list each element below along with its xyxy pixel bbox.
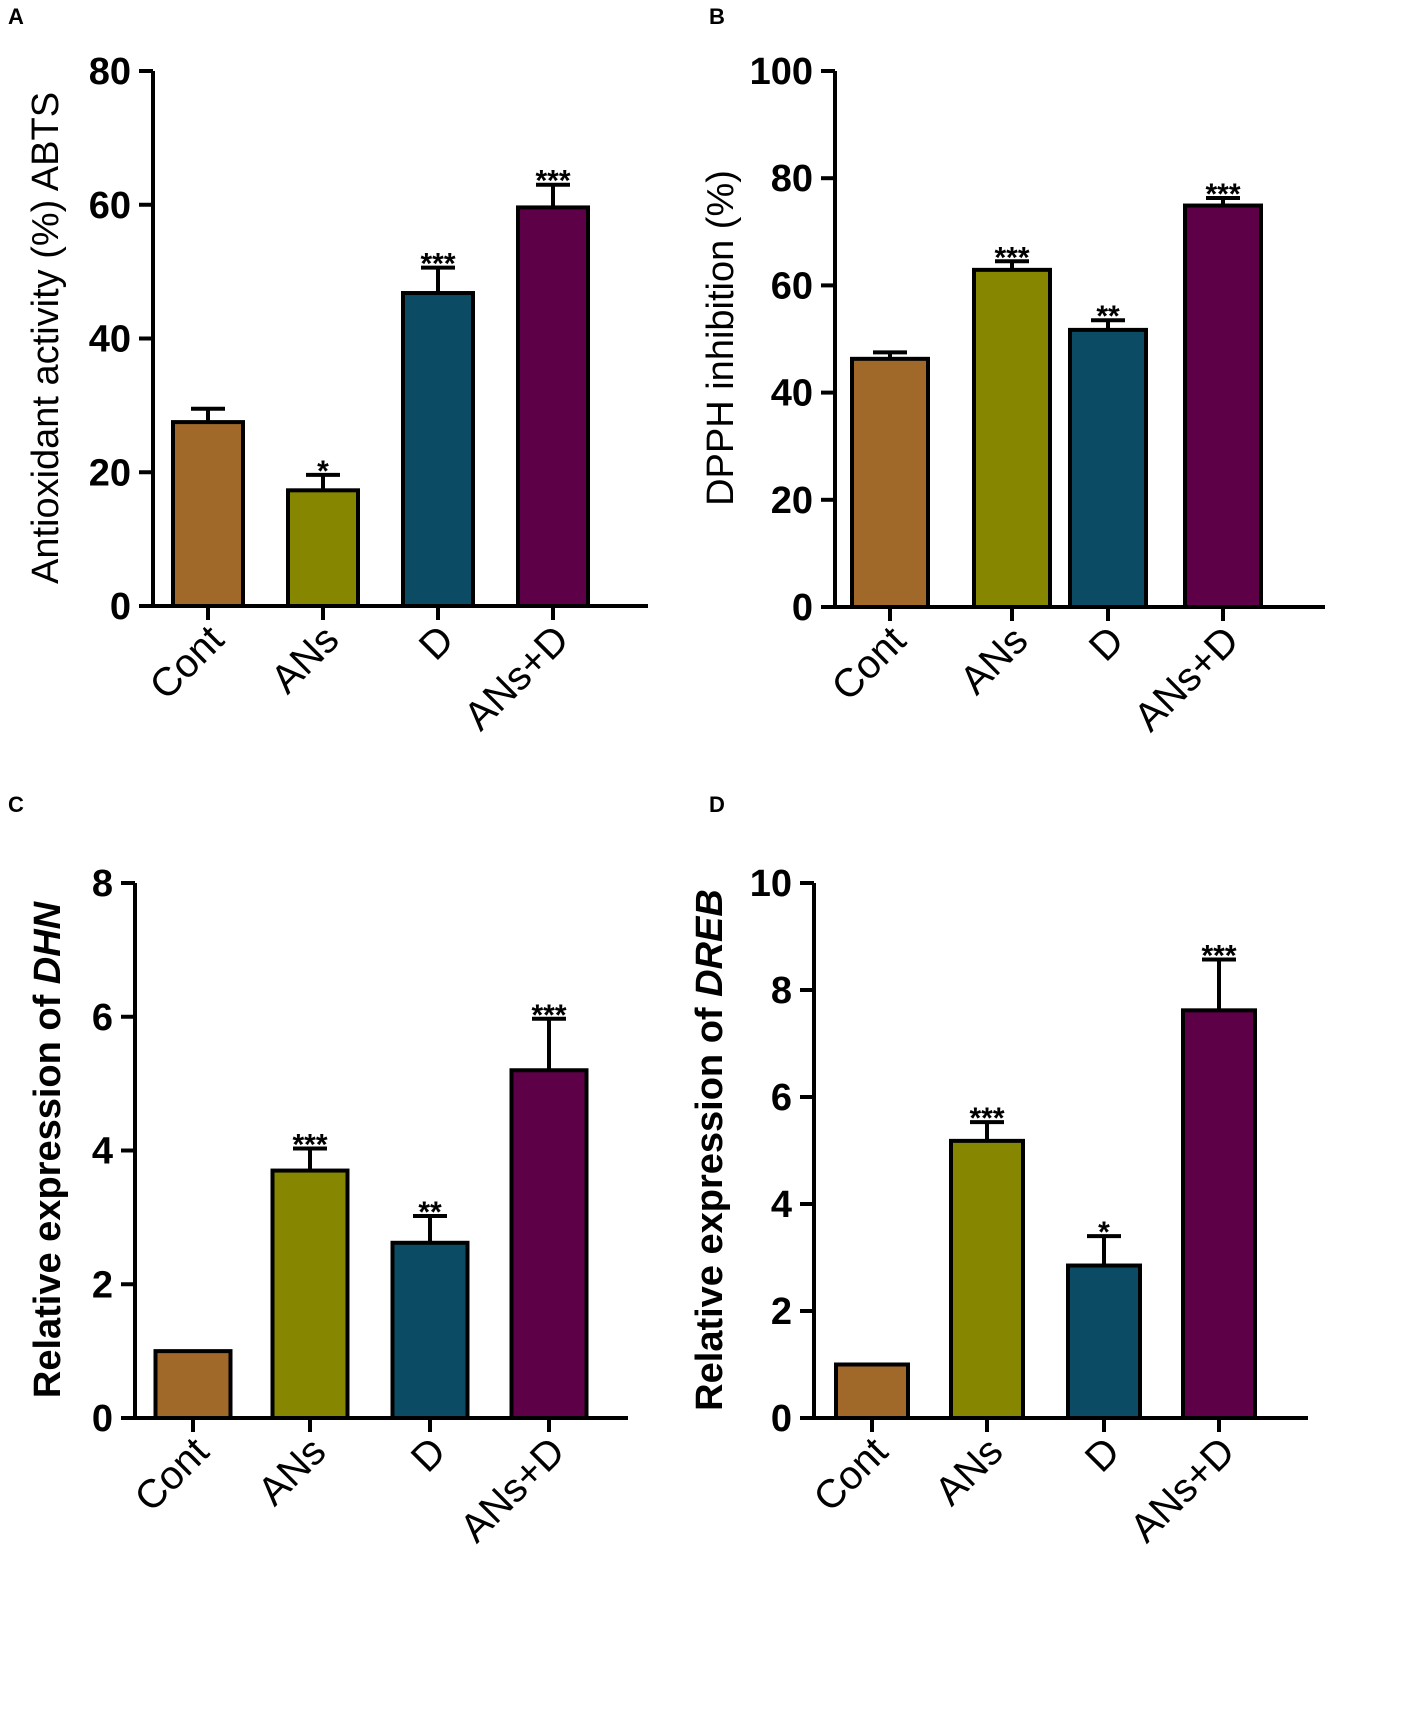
panel-letter-a: A	[8, 4, 24, 29]
y-tick-label: 2	[92, 1264, 113, 1306]
bar-d	[401, 291, 475, 608]
panel-c-yticks: 0 2 4 6 8	[92, 863, 135, 1440]
significance-label: **	[1096, 300, 1120, 333]
bar-ans-plus-d	[1181, 1008, 1257, 1421]
panel-d-yticks: 0 2 4 6 8 10	[750, 863, 814, 1440]
panel-d-bars: *******	[834, 940, 1257, 1421]
bar-cont	[834, 1362, 910, 1420]
y-tick-label: 100	[750, 51, 813, 93]
y-tick-label: 60	[89, 185, 131, 227]
panel-letter-c: C	[8, 792, 24, 817]
bar-ans-plus-d	[509, 1068, 589, 1420]
y-tick-label: 20	[89, 452, 131, 494]
bar-ans-plus-d	[1183, 203, 1263, 609]
y-tick-label: 10	[750, 863, 792, 905]
panel-a-bars: *******	[171, 165, 590, 609]
significance-label: ***	[1201, 940, 1236, 973]
panel-b-bars: ********	[850, 178, 1263, 609]
y-axis-label: Relative expression of DHN	[27, 900, 69, 1398]
panel-a-yticks: 0 20 40 60 80	[89, 51, 153, 628]
significance-label: *	[1098, 1216, 1110, 1249]
y-tick-label: 6	[771, 1077, 792, 1119]
bar-d	[1068, 327, 1148, 609]
y-axis-label: Relative expression of DREB	[689, 889, 731, 1411]
significance-label: ***	[292, 1128, 327, 1161]
y-tick-label: 8	[771, 970, 792, 1012]
bar-cont	[153, 1349, 233, 1420]
y-axis-label: DPPH inhibition (%)	[700, 170, 742, 506]
y-axis-label-prefix: Relative expression of	[689, 997, 731, 1411]
significance-label: ***	[994, 241, 1029, 274]
bar-d	[1066, 1263, 1142, 1421]
y-tick-label: 2	[771, 1291, 792, 1333]
y-tick-label: 40	[771, 373, 813, 415]
y-tick-label: 80	[89, 51, 131, 93]
y-tick-label: 6	[92, 997, 113, 1039]
bar-cont	[850, 356, 930, 609]
panel-letter-d: D	[709, 792, 725, 817]
y-tick-label: 80	[771, 158, 813, 200]
y-axis-label-prefix: Relative expression of	[27, 984, 69, 1398]
panel-letter-b: B	[709, 4, 725, 29]
y-tick-label: 0	[92, 1398, 113, 1440]
y-tick-label: 0	[792, 587, 813, 629]
y-tick-label: 40	[89, 319, 131, 361]
significance-label: ***	[420, 248, 455, 281]
bar-cont	[171, 420, 245, 608]
significance-label: ***	[535, 165, 570, 198]
bar-ans	[972, 267, 1052, 609]
bar-d	[390, 1240, 470, 1420]
y-axis-label: Antioxidant activity (%) ABTS	[25, 92, 67, 584]
y-axis-label-gene: DREB	[689, 889, 731, 997]
y-tick-label: 0	[771, 1398, 792, 1440]
significance-label: ***	[969, 1102, 1004, 1135]
y-tick-label: 0	[110, 586, 131, 628]
significance-label: ***	[531, 999, 566, 1032]
y-tick-label: 4	[92, 1131, 113, 1173]
significance-label: ***	[1205, 178, 1240, 211]
y-tick-label: 8	[92, 863, 113, 905]
bar-ans-plus-d	[516, 205, 590, 609]
y-tick-label: 20	[771, 480, 813, 522]
significance-label: **	[418, 1196, 442, 1229]
bar-ans	[949, 1138, 1025, 1420]
y-tick-label: 4	[771, 1184, 792, 1226]
bar-ans	[286, 488, 360, 608]
bar-ans	[270, 1168, 350, 1420]
y-tick-label: 60	[771, 265, 813, 307]
significance-label: *	[317, 455, 329, 488]
y-axis-label-gene: DHN	[27, 900, 69, 984]
panel-c-bars: ********	[153, 999, 589, 1420]
panel-b-yticks: 0 20 40 60 80 100	[750, 51, 835, 629]
